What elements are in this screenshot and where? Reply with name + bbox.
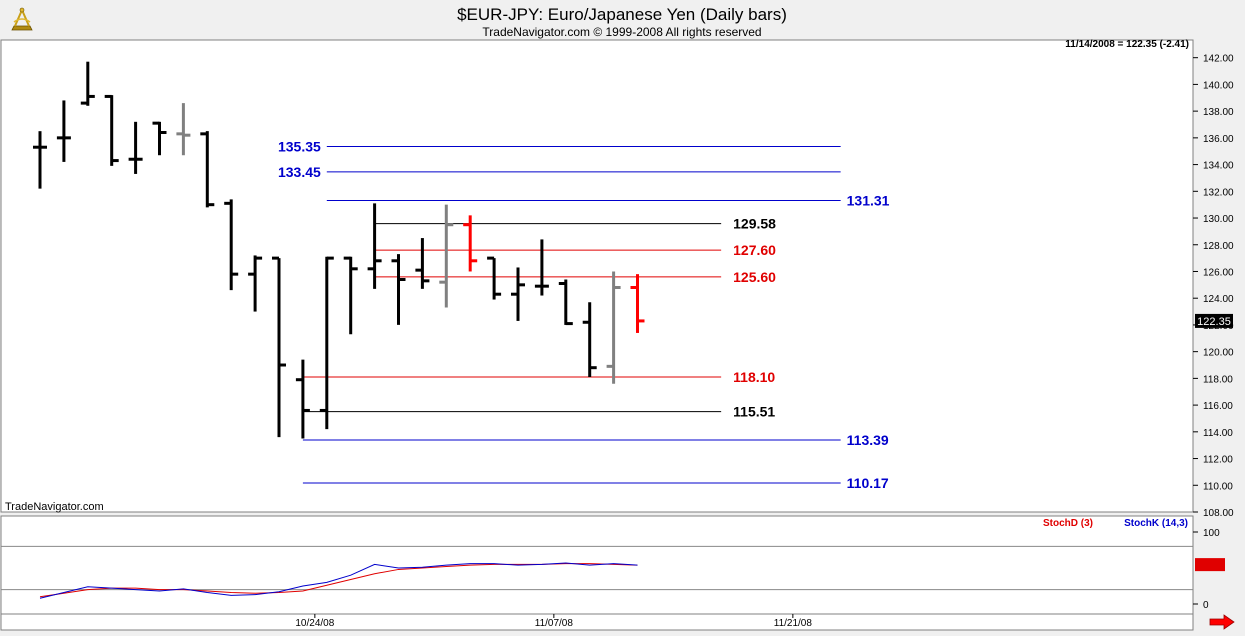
level-label: 127.60	[733, 242, 776, 258]
scroll-right-arrow-icon[interactable]	[1209, 614, 1235, 630]
ohlc-bar	[463, 215, 478, 272]
price-tick-label: 130.00	[1203, 214, 1234, 225]
price-tick-label: 132.00	[1203, 187, 1234, 198]
watermark: TradeNavigator.com	[5, 501, 104, 513]
level-label: 125.60	[733, 269, 776, 285]
price-tick-label: 108.00	[1203, 508, 1234, 519]
price-tick-label: 140.00	[1203, 80, 1234, 91]
chart-title: $EUR-JPY: Euro/Japanese Yen (Daily bars)	[457, 5, 787, 24]
last-price-tag: 122.35	[1195, 313, 1233, 328]
price-panel	[0, 39, 1194, 513]
stochastic-lines	[39, 562, 638, 599]
quote-label: 11/14/2008 = 122.35 (-2.41)	[1065, 39, 1189, 50]
level-label: 118.10	[733, 369, 775, 385]
date-label: 11/21/08	[774, 618, 813, 629]
date-labels: 10/24/08 11/07/08 11/21/08	[295, 614, 812, 629]
stoch-tick-label: 100	[1203, 528, 1220, 539]
chart-subtitle: TradeNavigator.com © 1999-2008 All right…	[482, 25, 761, 39]
date-label: 11/07/08	[535, 618, 574, 629]
price-tick-label: 136.00	[1203, 134, 1234, 145]
level-label: 135.35	[278, 139, 321, 155]
ohlc-bar	[558, 279, 573, 326]
date-label: 10/24/08	[295, 618, 334, 629]
ohlc-bar	[415, 238, 430, 289]
stoch-last-tag	[1195, 558, 1225, 572]
level-label: 131.31	[847, 193, 890, 209]
ohlc-bar	[295, 359, 310, 439]
ohlc-bar	[439, 204, 454, 308]
ohlc-bar	[343, 256, 358, 335]
price-tick-label: 116.00	[1203, 401, 1233, 412]
price-tick-label: 142.00	[1203, 54, 1234, 65]
level-label: 115.51	[733, 404, 775, 420]
stoch-legend-entry: StochK (14,3)	[1124, 518, 1188, 529]
price-tick-label: 124.00	[1203, 294, 1234, 305]
stoch-tick-label: 0	[1203, 600, 1209, 611]
ohlc-bar	[582, 302, 597, 378]
ohlc-bar	[128, 121, 143, 174]
ohlc-bar	[630, 274, 645, 333]
ohlc-bar	[152, 121, 167, 156]
price-axis: 108.00 110.00 112.00 114.00 116.00 118.00 120.…	[1193, 54, 1234, 519]
stoch-legend-entry: StochD (3)	[1043, 518, 1093, 529]
ohlc-bar	[248, 255, 263, 312]
ohlc-bar	[56, 100, 71, 162]
last-price-value: 122.35	[1197, 316, 1231, 328]
stochK-line	[39, 562, 638, 599]
price-tick-label: 118.00	[1203, 374, 1233, 385]
ohlc-bar	[367, 203, 382, 289]
level-label: 133.45	[278, 164, 321, 180]
ohlc-bar	[176, 103, 191, 156]
stochastic-axis: 0 100	[1, 528, 1220, 611]
ohlc-bar	[33, 131, 47, 189]
price-tick-label: 128.00	[1203, 241, 1234, 252]
sextant-logo-icon[interactable]	[8, 6, 36, 34]
price-levels: 135.35 133.45 131.31 129.58 127.60 125.60 118.…	[278, 139, 890, 491]
ohlc-bar	[606, 271, 621, 384]
stochastic-legend: StochK (14,3) StochD (3)	[1043, 518, 1188, 529]
price-tick-label: 134.00	[1203, 161, 1234, 172]
ohlc-bars	[33, 61, 645, 439]
price-tick-label: 110.00	[1203, 481, 1233, 492]
level-label: 110.17	[847, 475, 889, 491]
level-label: 129.58	[733, 216, 776, 232]
ohlc-bar	[319, 256, 334, 430]
ohlc-bar	[391, 254, 406, 325]
price-tick-label: 138.00	[1203, 107, 1234, 118]
price-tick-label: 112.00	[1203, 455, 1233, 466]
ohlc-bar	[534, 239, 549, 296]
price-tick-label: 120.00	[1203, 348, 1234, 359]
price-tick-label: 126.00	[1203, 267, 1234, 278]
ohlc-bar	[487, 256, 502, 300]
level-label: 113.39	[847, 432, 889, 448]
ohlc-bar	[80, 61, 95, 106]
date-axis	[0, 613, 1194, 631]
ohlc-bar	[511, 267, 525, 321]
ohlc-bar	[104, 94, 119, 166]
ohlc-bar	[224, 199, 239, 291]
ohlc-bar	[200, 131, 215, 208]
price-tick-label: 114.00	[1203, 428, 1233, 439]
ohlc-bar	[272, 256, 286, 438]
